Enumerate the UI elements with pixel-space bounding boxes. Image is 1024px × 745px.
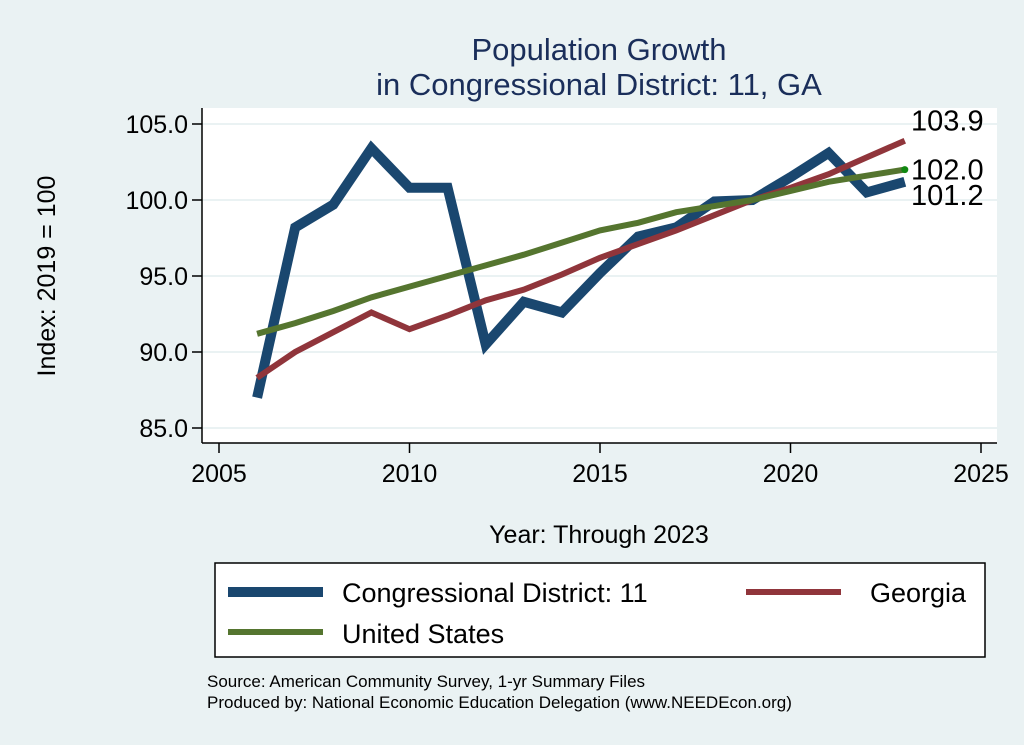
x-tick-label: 2015 [572, 460, 628, 488]
chart-subtitle: in Congressional District: 11, GA [376, 67, 822, 102]
chart-title: Population Growth [471, 32, 726, 67]
y-ticks: 85.0 90.0 95.0 100.0 105.0 [125, 111, 202, 443]
us-endpoint-marker [901, 166, 909, 174]
series-line-georgia [255, 137, 907, 381]
legend-item-georgia: Georgia [746, 578, 967, 608]
x-ticks: 2005 2010 2015 2020 2025 [191, 443, 1009, 488]
end-label-cd11: 101.2 [911, 180, 984, 212]
producer-note: Produced by: National Economic Education… [207, 693, 792, 712]
legend-item-congressional-district: Congressional District: 11 [228, 578, 648, 608]
legend-label-cd11: Congressional District: 11 [342, 578, 648, 608]
x-tick-label: 2020 [763, 460, 819, 488]
series-line-cd11 [252, 140, 907, 399]
series-lines [252, 137, 909, 399]
legend-label-georgia: Georgia [870, 578, 967, 608]
y-tick-label: 90.0 [139, 339, 188, 367]
x-tick-label: 2025 [953, 460, 1009, 488]
legend-label-us: United States [342, 619, 504, 649]
x-tick-label: 2010 [382, 460, 438, 488]
end-label-us: 102.0 [911, 155, 984, 187]
x-axis-title: Year: Through 2023 [489, 521, 709, 549]
y-tick-label: 95.0 [139, 263, 188, 291]
source-note: Source: American Community Survey, 1-yr … [207, 672, 645, 691]
y-tick-label: 105.0 [125, 111, 188, 139]
y-axis-title: Index: 2019 = 100 [33, 176, 61, 377]
series-line-us [256, 166, 906, 337]
y-tick-label: 85.0 [139, 415, 188, 443]
legend-box [214, 562, 986, 658]
end-label-georgia: 103.9 [911, 106, 984, 138]
y-tick-label: 100.0 [125, 187, 188, 215]
x-tick-label: 2005 [191, 460, 247, 488]
legend-item-united-states: United States [228, 619, 504, 649]
end-labels: 101.2 103.9 102.0 [911, 106, 984, 212]
